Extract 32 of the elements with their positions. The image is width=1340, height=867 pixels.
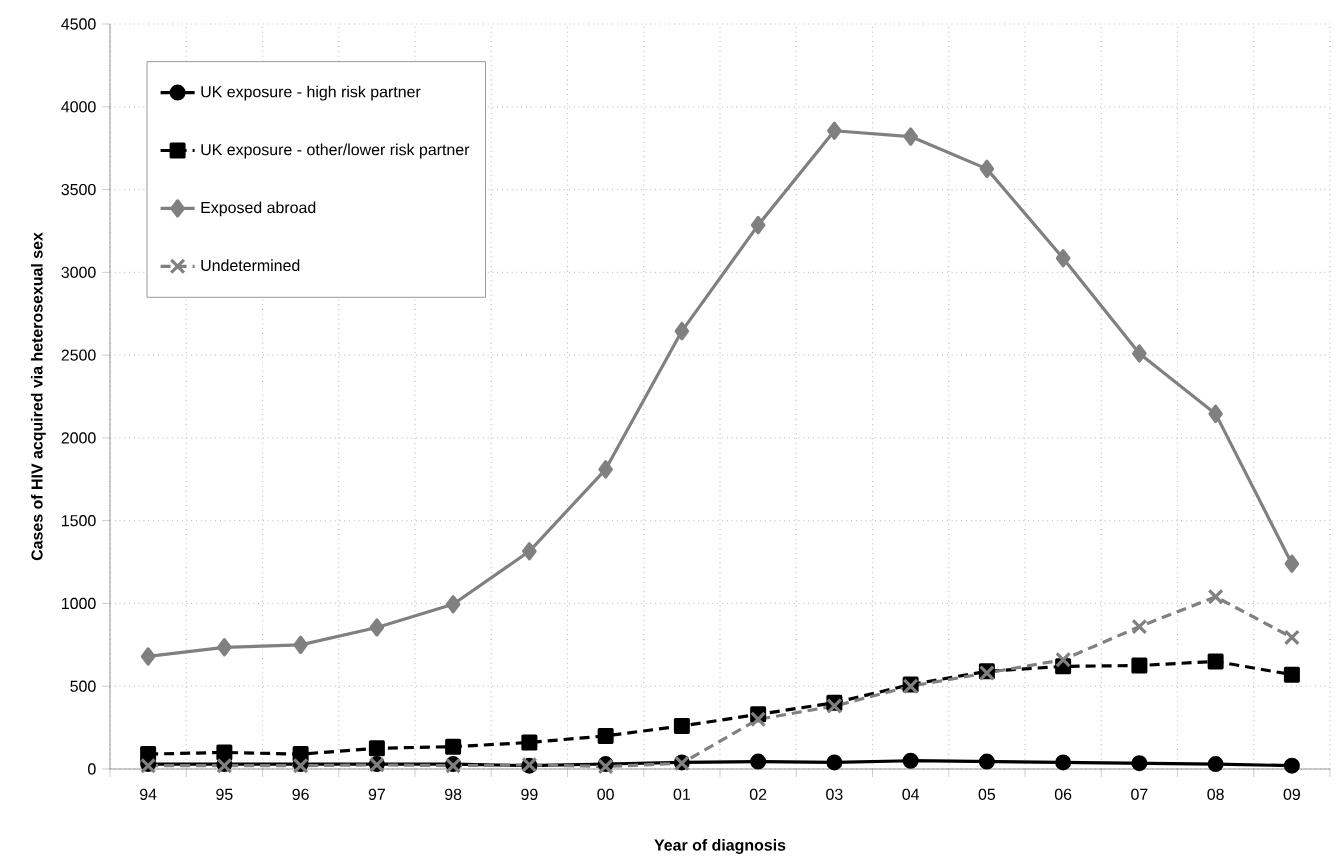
x-tick-label: 04 [902,788,920,800]
x-tick-label: 03 [826,788,843,800]
x-tick-label: 00 [597,788,614,800]
x-tick-label: 96 [292,788,309,800]
y-tick-label: 0 [88,763,96,775]
x-axis-title: Year of diagnosis [654,839,786,854]
x-tick-label: 02 [749,788,767,800]
x-tick-label: 97 [368,788,385,800]
x-tick-label: 09 [1283,788,1300,800]
x-tick-label: 98 [445,788,462,800]
x-tick-label: 05 [978,788,996,800]
x-tick-label: 06 [1054,788,1072,800]
x-tick-label: 95 [216,788,233,800]
x-tick-label: 07 [1131,788,1148,800]
y-tick-label: 500 [70,680,96,692]
y-tick-label: 3500 [61,183,96,196]
y-tick-label: 1500 [62,515,96,527]
y-axis-title: Cases of HIV acquired via heterosexual sex [30,232,46,561]
y-tick-label: 4500 [61,18,96,30]
x-tick-label: 99 [521,788,538,800]
x-tick-label: 94 [140,788,157,800]
legend-label: UK exposure - other/lower risk partner [201,143,470,159]
y-tick-label: 4000 [61,101,96,113]
y-tick-label: 2500 [61,349,96,361]
y-tick-label: 3000 [61,266,96,278]
legend-label: Exposed abroad [201,201,316,217]
x-tick-label: 01 [673,788,690,800]
legend-label: Undetermined [201,259,300,272]
x-tick-label: 08 [1207,788,1224,800]
y-tick-label: 2000 [61,432,96,444]
legend-label: UK exposure - high risk partner [201,85,421,101]
y-tick-label: 1000 [62,597,96,610]
